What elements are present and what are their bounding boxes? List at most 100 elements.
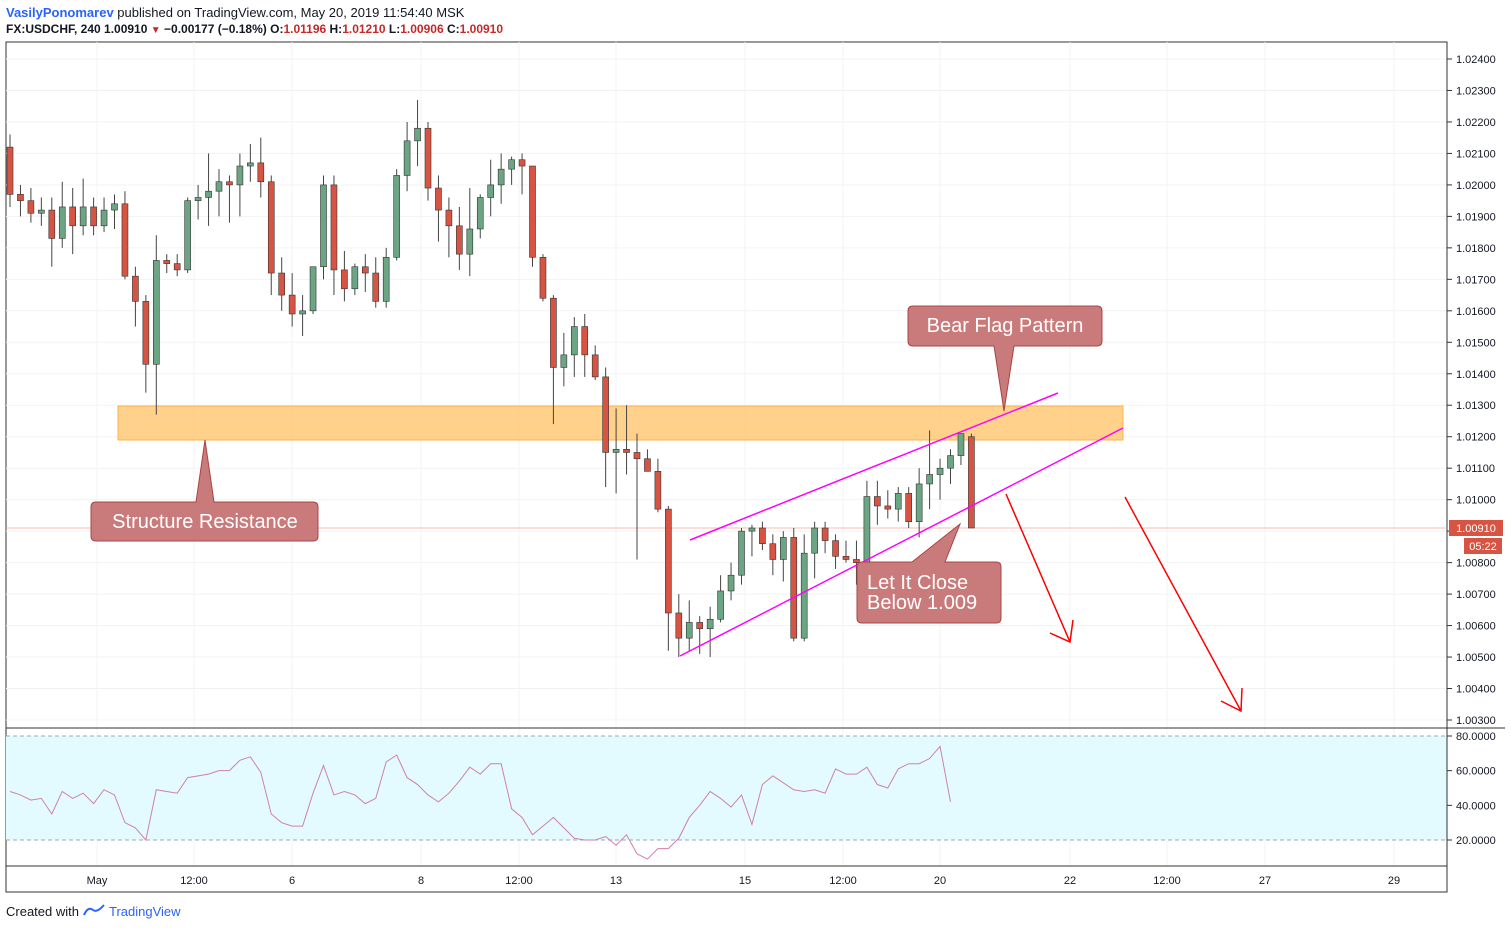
candle-body-down <box>644 458 651 472</box>
grid <box>6 42 1447 866</box>
footer: Created with TradingView <box>6 904 181 919</box>
candle-body-down <box>163 260 171 264</box>
candle-body-down <box>884 505 892 510</box>
high-label: H: <box>329 22 343 36</box>
price-tick-label: 1.00600 <box>1456 621 1496 633</box>
bear-flag-callout[interactable]: Bear Flag Pattern <box>907 305 1103 412</box>
candle-body-down <box>581 326 589 356</box>
candle-body-up <box>236 165 244 186</box>
candle-body-down <box>435 187 442 211</box>
last-price-badge <box>1449 520 1503 536</box>
candle-body-up <box>466 228 474 255</box>
countdown-badge <box>1464 538 1502 554</box>
projection-arrow-2[interactable] <box>1124 496 1242 712</box>
price-tick-label: 1.02400 <box>1456 54 1496 66</box>
candle-body-up <box>497 168 505 186</box>
candle-body-down <box>132 275 139 302</box>
rsi-tick-label: 20.0000 <box>1456 835 1496 847</box>
ohlc-legend: FX:USDCHF, 240 1.00910 ▼ −0.00177 (−0.18… <box>6 22 503 36</box>
candle-body-down <box>842 556 850 560</box>
price-tick-label: 1.02300 <box>1456 85 1496 97</box>
candle-body-down <box>17 194 24 201</box>
candle-body-up <box>748 527 756 532</box>
candle-body-down <box>874 496 881 507</box>
time-tick-label: 29 <box>1388 875 1400 887</box>
time-tick-label: 20 <box>934 875 946 887</box>
candle-body-down <box>759 527 766 545</box>
flag-lower-trendline[interactable] <box>679 427 1124 657</box>
time-tick-label: 22 <box>1064 875 1076 887</box>
candle-body-up <box>58 206 66 239</box>
candle-body-up <box>947 455 954 469</box>
candle-body-down <box>905 493 913 523</box>
price-tick-label: 1.00400 <box>1456 684 1496 696</box>
symbol-label: FX:USDCHF, 240 <box>6 22 101 36</box>
price-tick-label: 1.00800 <box>1456 558 1496 570</box>
candle-body-down <box>602 376 609 453</box>
publish-info: VasilyPonomarev published on TradingView… <box>6 5 464 20</box>
candle-body-up <box>508 159 515 170</box>
candle-body-up <box>779 537 787 560</box>
candle-body-up <box>351 266 359 290</box>
price-tick-label: 1.00500 <box>1456 652 1496 664</box>
candle-body-down <box>456 225 463 255</box>
open-value: 1.01196 <box>283 22 327 36</box>
time-axis-labels: May 12:00 6 8 12:00 13 15 12:00 20 22 12:00 27 29 <box>87 875 1401 887</box>
candle-body-down <box>539 256 547 299</box>
structure-resistance-zone[interactable] <box>117 405 1124 441</box>
price-tick-label: 1.01300 <box>1456 400 1496 412</box>
candle-body-up <box>612 449 620 453</box>
candle-body-down <box>121 203 129 277</box>
countdown-badge-text: 05:22 <box>1469 541 1497 553</box>
candle-body-up <box>393 175 400 258</box>
candle-body-down <box>518 159 526 167</box>
candle-body-down <box>69 206 76 227</box>
time-tick-label: 13 <box>610 875 622 887</box>
let-it-close-callout[interactable]: Let It Close Below 1.009 <box>856 522 1002 624</box>
candle-body-up <box>727 574 735 592</box>
published-text: published on TradingView.com, May 20, 20… <box>117 5 465 20</box>
candle-body-down <box>529 165 536 258</box>
price-tick-label: 1.02100 <box>1456 148 1496 160</box>
structure-resistance-callout[interactable]: Structure Resistance <box>90 439 319 542</box>
price-axis-labels: 1.02400 1.02300 1.02200 1.02100 1.02000 1.019… <box>1447 54 1496 727</box>
price-tick-label: 1.00300 <box>1456 715 1496 727</box>
tradingview-link[interactable]: TradingView <box>108 904 181 919</box>
time-tick-label: 8 <box>418 875 424 887</box>
candle-body-up <box>79 206 87 227</box>
candle-body-up <box>205 190 212 198</box>
candle-body-down <box>654 471 662 510</box>
candle-body-up <box>309 266 317 312</box>
candle-body-down <box>341 269 348 290</box>
candle-body-up <box>685 622 693 639</box>
price-tick-label: 1.01100 <box>1456 463 1495 475</box>
author-link[interactable]: VasilyPonomarev <box>6 5 114 20</box>
candle-body-down <box>591 354 599 378</box>
candle-body-down <box>361 266 369 274</box>
candle-body-up <box>247 162 254 167</box>
projection-arrow-1[interactable] <box>1005 493 1071 643</box>
candle-body-up <box>320 184 327 268</box>
candle-body-up <box>926 474 933 485</box>
candle-body-up <box>111 203 118 211</box>
candle-body-down <box>790 537 798 639</box>
flag-upper-trendline[interactable] <box>689 392 1059 541</box>
rsi-line <box>9 745 951 860</box>
last-price-badge-text: 1.00910 <box>1456 523 1496 535</box>
low-label: L: <box>388 22 401 36</box>
arrowhead-2 <box>1220 687 1243 713</box>
price-change: −0.00177 (−0.18%) <box>164 22 267 36</box>
time-tick-label: May <box>87 875 108 887</box>
candle-body-up <box>800 552 808 639</box>
time-tick-label: 27 <box>1259 875 1271 887</box>
candle-body-up <box>894 493 902 510</box>
below-level-label: Below 1.009 <box>867 592 977 614</box>
candle-body-up <box>299 310 306 315</box>
let-it-close-label: Let It Close <box>867 572 968 594</box>
candle-body-up <box>476 197 484 230</box>
candle-body-up <box>184 200 191 271</box>
candle-body-down <box>968 436 975 529</box>
price-tick-label: 1.01400 <box>1456 369 1496 381</box>
price-tick-label: 1.01900 <box>1456 211 1496 223</box>
